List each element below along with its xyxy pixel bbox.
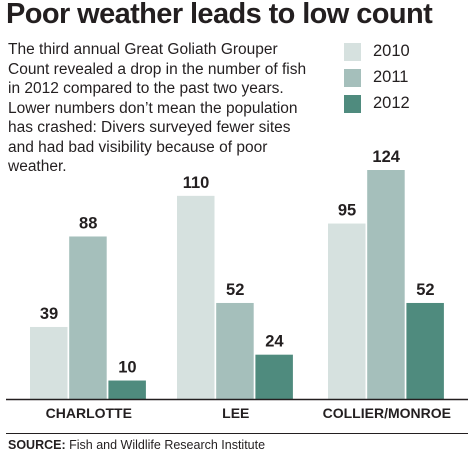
legend-swatch-2010 — [344, 43, 361, 61]
legend-swatch-2011 — [344, 69, 361, 87]
bar-collier-monroe-2010 — [328, 223, 366, 399]
legend-label-2011: 2011 — [373, 68, 409, 86]
legend-swatch-2012 — [344, 95, 361, 113]
data-label-charlotte-2010: 39 — [40, 305, 58, 323]
source-divider — [6, 433, 468, 434]
bar-charlotte-2010 — [30, 326, 68, 399]
bar-lee-2011 — [216, 302, 254, 399]
legend-label-2012: 2012 — [373, 94, 410, 112]
source-label: SOURCE: — [8, 438, 66, 452]
source-text: Fish and Wildlife Research Institute — [69, 438, 266, 452]
data-label-collier-monroe-2010: 95 — [338, 202, 356, 220]
data-label-charlotte-2011: 88 — [79, 214, 97, 232]
data-label-lee-2011: 52 — [226, 281, 244, 299]
bar-charlotte-2011 — [69, 236, 107, 399]
bar-collier-monroe-2012 — [406, 302, 444, 399]
data-label-collier-monroe-2011: 124 — [372, 148, 400, 166]
data-label-charlotte-2012: 10 — [118, 359, 136, 377]
category-label-lee: LEE — [222, 405, 249, 421]
data-label-lee-2010: 110 — [183, 174, 210, 192]
category-label-charlotte: CHARLOTTE — [46, 405, 132, 421]
bar-charlotte-2012 — [108, 380, 146, 399]
bar-lee-2010 — [177, 195, 215, 399]
source-note: SOURCE: Fish and Wildlife Research Insti… — [8, 438, 265, 452]
legend-label-2010: 2010 — [373, 42, 410, 60]
bar-collier-monroe-2011 — [367, 170, 405, 399]
intro-text: The third annual Great Goliath Grouper C… — [8, 41, 307, 175]
data-label-lee-2012: 24 — [265, 333, 284, 351]
bar-lee-2012 — [255, 354, 293, 399]
chart-title: Poor weather leads to low count — [6, 0, 433, 30]
data-label-collier-monroe-2012: 52 — [416, 281, 434, 299]
category-label-collier-monroe: COLLIER/MONROE — [323, 405, 451, 421]
